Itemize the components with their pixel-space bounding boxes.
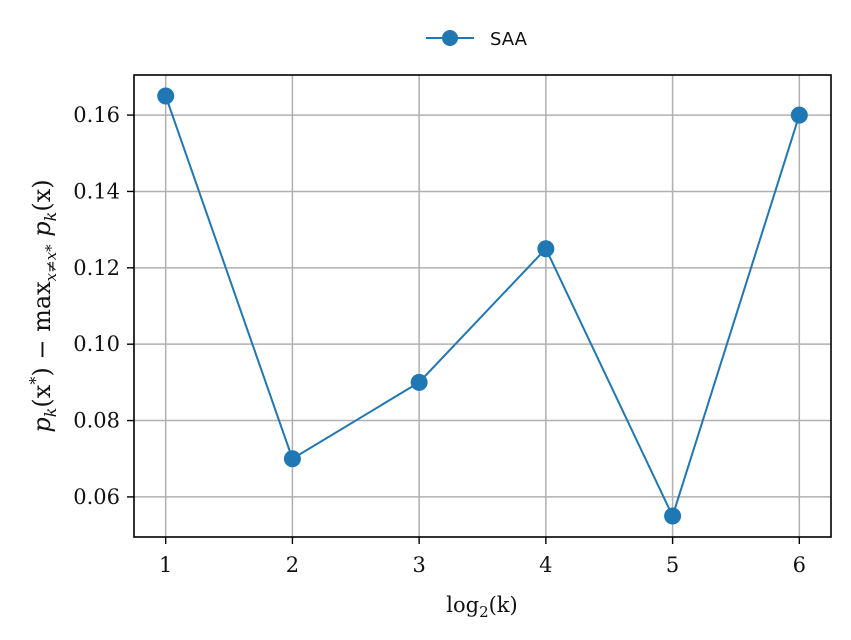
x-tick-label-3: 3 bbox=[412, 553, 425, 577]
x-tick-labels: 1 2 3 4 5 6 bbox=[159, 553, 806, 577]
y-tick-label-3: 0.10 bbox=[73, 332, 120, 356]
ticks bbox=[127, 114, 801, 544]
x-tick-label-4: 4 bbox=[539, 553, 552, 577]
series-line-1 bbox=[164, 95, 801, 519]
y-tick-label-2: 0.08 bbox=[73, 409, 120, 433]
y-tick-label-6: 0.16 bbox=[73, 103, 120, 127]
y-label-p1-close: ) − max bbox=[28, 281, 56, 377]
y-label-max-sub: x≠x* bbox=[42, 244, 60, 281]
data-point-3 bbox=[410, 373, 428, 391]
grid bbox=[134, 75, 831, 537]
y-tick-label-1: 0.06 bbox=[73, 485, 120, 509]
y-label-p1-sub: k bbox=[41, 408, 60, 418]
y-label-p2-sub: k bbox=[41, 212, 60, 222]
data-point-4 bbox=[537, 240, 555, 258]
y-tick-label-4: 0.12 bbox=[73, 256, 120, 280]
plot-frame bbox=[133, 74, 832, 538]
x-axis-label-arg: (k) bbox=[489, 593, 518, 617]
y-label-p1-arg: (x bbox=[28, 384, 56, 407]
data-point-1 bbox=[157, 87, 175, 105]
legend-marker-saa bbox=[442, 30, 458, 46]
y-label-p1-sup: * bbox=[26, 377, 45, 385]
y-axis-label: pk(x*) − maxx≠x* pk(x) bbox=[26, 179, 60, 432]
x-axis-label: log2(k) bbox=[446, 593, 517, 621]
data-point-5 bbox=[664, 507, 682, 525]
x-axis-label-base: log bbox=[446, 593, 479, 617]
y-label-p2: p bbox=[28, 221, 56, 244]
x-tick-label-6: 6 bbox=[793, 553, 806, 577]
y-label-p1: p bbox=[28, 417, 56, 432]
x-tick-label-5: 5 bbox=[666, 553, 679, 577]
x-tick-label-1: 1 bbox=[159, 553, 172, 577]
data-point-6 bbox=[790, 106, 808, 124]
legend: SAA bbox=[426, 29, 528, 50]
x-axis-label-sub: 2 bbox=[479, 603, 489, 621]
y-tick-label-5: 0.14 bbox=[73, 179, 120, 203]
x-tick-label-2: 2 bbox=[286, 553, 299, 577]
y-tick-labels: 0.06 0.08 0.10 0.12 0.14 0.16 bbox=[73, 103, 120, 509]
data-point-2 bbox=[283, 450, 301, 468]
y-label-p2-arg: (x) bbox=[28, 179, 56, 211]
series-saa bbox=[157, 87, 808, 525]
legend-label-saa: SAA bbox=[490, 29, 528, 50]
